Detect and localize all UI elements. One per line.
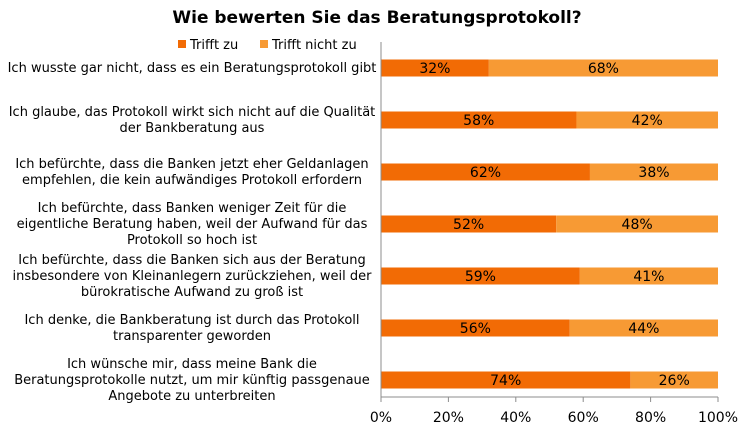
- data-label-1-series-1: 42%: [632, 113, 663, 129]
- x-tick-label-0: 0%: [370, 410, 392, 426]
- data-label-4-series-1: 41%: [633, 269, 664, 285]
- bar-1-series-0: [381, 111, 577, 129]
- x-tick-label-3: 60%: [568, 410, 599, 426]
- legend-swatch-0: [178, 40, 186, 48]
- data-label-0-series-1: 68%: [588, 61, 619, 77]
- x-tick-label-2: 40%: [500, 410, 531, 426]
- category-label-2: Ich befürchte, dass die Banken jetzt ehe…: [15, 157, 368, 188]
- data-label-3-series-1: 48%: [622, 217, 653, 233]
- category-label-1: Ich glaube, das Protokoll wirkt sich nic…: [9, 105, 376, 136]
- category-label-6: Ich wünsche mir, dass meine Bank die Bera…: [14, 357, 370, 404]
- bar-3-series-1: [556, 215, 718, 233]
- legend: Trifft zu Trifft nicht zu: [178, 38, 357, 53]
- bar-5-series-0: [381, 319, 570, 337]
- data-label-4-series-0: 59%: [465, 269, 496, 285]
- data-label-5-series-1: 44%: [628, 321, 659, 337]
- legend-label-1: Trifft nicht zu: [271, 38, 357, 53]
- bar-6-series-1: [630, 371, 718, 389]
- data-label-2-series-0: 62%: [470, 165, 501, 181]
- data-label-6-series-0: 74%: [490, 373, 521, 389]
- bar-1-series-1: [576, 111, 718, 129]
- category-labels: Ich wusste gar nicht, dass es ein Beratu…: [8, 61, 377, 404]
- x-axis: 0% 20% 40% 60% 80% 100%: [370, 42, 738, 426]
- category-label-3: Ich befürchte, dass Banken weniger Zeit …: [17, 201, 368, 248]
- bar-3-series-0: [381, 215, 557, 233]
- legend-label-0: Trifft zu: [189, 38, 238, 53]
- x-tick-label-1: 20%: [433, 410, 464, 426]
- category-label-4: Ich befürchte, dass die Banken sich aus …: [13, 253, 373, 300]
- data-label-2-series-1: 38%: [638, 165, 669, 181]
- legend-swatch-1: [260, 40, 268, 48]
- bar-0-series-1: [488, 59, 718, 77]
- bar-2-series-1: [589, 163, 718, 181]
- category-label-0: Ich wusste gar nicht, dass es ein Beratu…: [8, 61, 377, 76]
- bar-0-series-0: [381, 59, 489, 77]
- x-tick-label-5: 100%: [698, 410, 738, 426]
- category-label-5: Ich denke, die Bankberatung ist durch da…: [24, 313, 359, 344]
- x-tick-label-4: 80%: [635, 410, 666, 426]
- chart-title: Wie bewerten Sie das Beratungsprotokoll?: [172, 8, 581, 28]
- data-label-3-series-0: 52%: [453, 217, 484, 233]
- data-label-0-series-0: 32%: [419, 61, 450, 77]
- bar-4-series-0: [381, 267, 580, 285]
- data-label-5-series-0: 56%: [460, 321, 491, 337]
- data-label-1-series-0: 58%: [463, 113, 494, 129]
- bar-4-series-1: [579, 267, 718, 285]
- bar-2-series-0: [381, 163, 590, 181]
- bar-5-series-1: [569, 319, 718, 337]
- data-label-6-series-1: 26%: [659, 373, 690, 389]
- bar-6-series-0: [381, 371, 631, 389]
- bars: 32% 68% 58% 42% 62% 38% 52% 48% 59% 41% 56% 44% 74% 2…: [381, 59, 718, 389]
